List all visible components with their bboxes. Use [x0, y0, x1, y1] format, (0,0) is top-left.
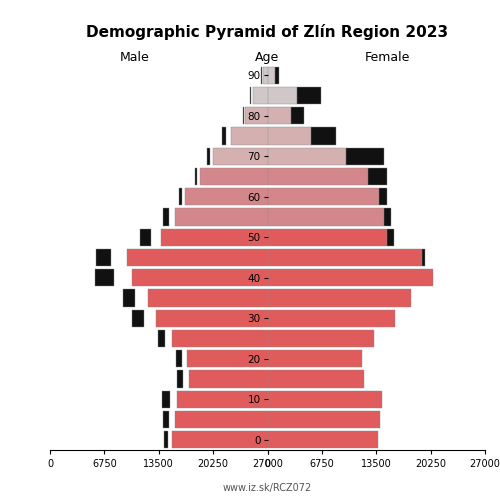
Bar — [268, 310, 395, 327]
Bar — [132, 310, 144, 327]
Bar — [158, 330, 165, 347]
Bar — [268, 228, 386, 246]
Bar — [268, 87, 296, 104]
Bar — [268, 107, 291, 124]
Bar — [178, 390, 268, 408]
Bar — [268, 390, 382, 408]
Text: Female: Female — [365, 51, 410, 64]
Bar — [262, 66, 268, 84]
Text: www.iz.sk/RCZ072: www.iz.sk/RCZ072 — [223, 482, 312, 492]
Bar — [148, 290, 268, 306]
Bar — [268, 330, 374, 347]
Bar — [311, 128, 336, 144]
Bar — [250, 87, 252, 104]
Bar — [126, 249, 268, 266]
Bar — [132, 269, 268, 286]
Bar — [384, 208, 391, 226]
Bar — [212, 148, 268, 165]
Bar — [140, 228, 150, 246]
Bar — [268, 208, 384, 226]
Bar — [268, 411, 380, 428]
Bar — [164, 432, 168, 448]
Bar — [245, 107, 268, 124]
Text: Demographic Pyramid of Zlín Region 2023: Demographic Pyramid of Zlín Region 2023 — [86, 24, 448, 40]
Bar — [200, 168, 268, 185]
Bar — [178, 370, 184, 388]
Bar — [122, 290, 136, 306]
Bar — [179, 188, 182, 206]
Bar — [268, 350, 362, 368]
Text: Age: Age — [256, 51, 280, 64]
Bar — [275, 66, 279, 84]
Bar — [156, 310, 268, 327]
Bar — [161, 228, 268, 246]
Bar — [268, 188, 378, 206]
Bar — [268, 148, 346, 165]
Bar — [368, 168, 386, 185]
Bar — [96, 249, 111, 266]
Bar — [253, 87, 268, 104]
Bar — [422, 249, 426, 266]
Bar — [163, 411, 169, 428]
Bar — [268, 370, 364, 388]
Bar — [175, 208, 268, 226]
Bar — [95, 269, 114, 286]
Bar — [207, 148, 210, 165]
Bar — [175, 411, 268, 428]
Bar — [268, 66, 275, 84]
Bar — [163, 208, 169, 226]
Bar — [242, 107, 244, 124]
Bar — [187, 350, 268, 368]
Bar — [172, 432, 268, 448]
Bar — [195, 168, 198, 185]
Bar — [296, 87, 322, 104]
Bar — [268, 249, 422, 266]
Bar — [378, 188, 386, 206]
Bar — [186, 188, 268, 206]
Text: Male: Male — [120, 51, 150, 64]
Bar — [222, 128, 226, 144]
Bar — [386, 228, 394, 246]
Bar — [172, 330, 268, 347]
Bar — [268, 290, 411, 306]
Bar — [176, 350, 182, 368]
Bar — [190, 370, 268, 388]
Bar — [268, 269, 432, 286]
Bar — [268, 432, 378, 448]
Bar — [268, 168, 368, 185]
Bar — [268, 128, 311, 144]
Bar — [346, 148, 385, 165]
Bar — [231, 128, 268, 144]
Bar — [261, 66, 262, 84]
Bar — [162, 390, 170, 408]
Bar — [291, 107, 304, 124]
